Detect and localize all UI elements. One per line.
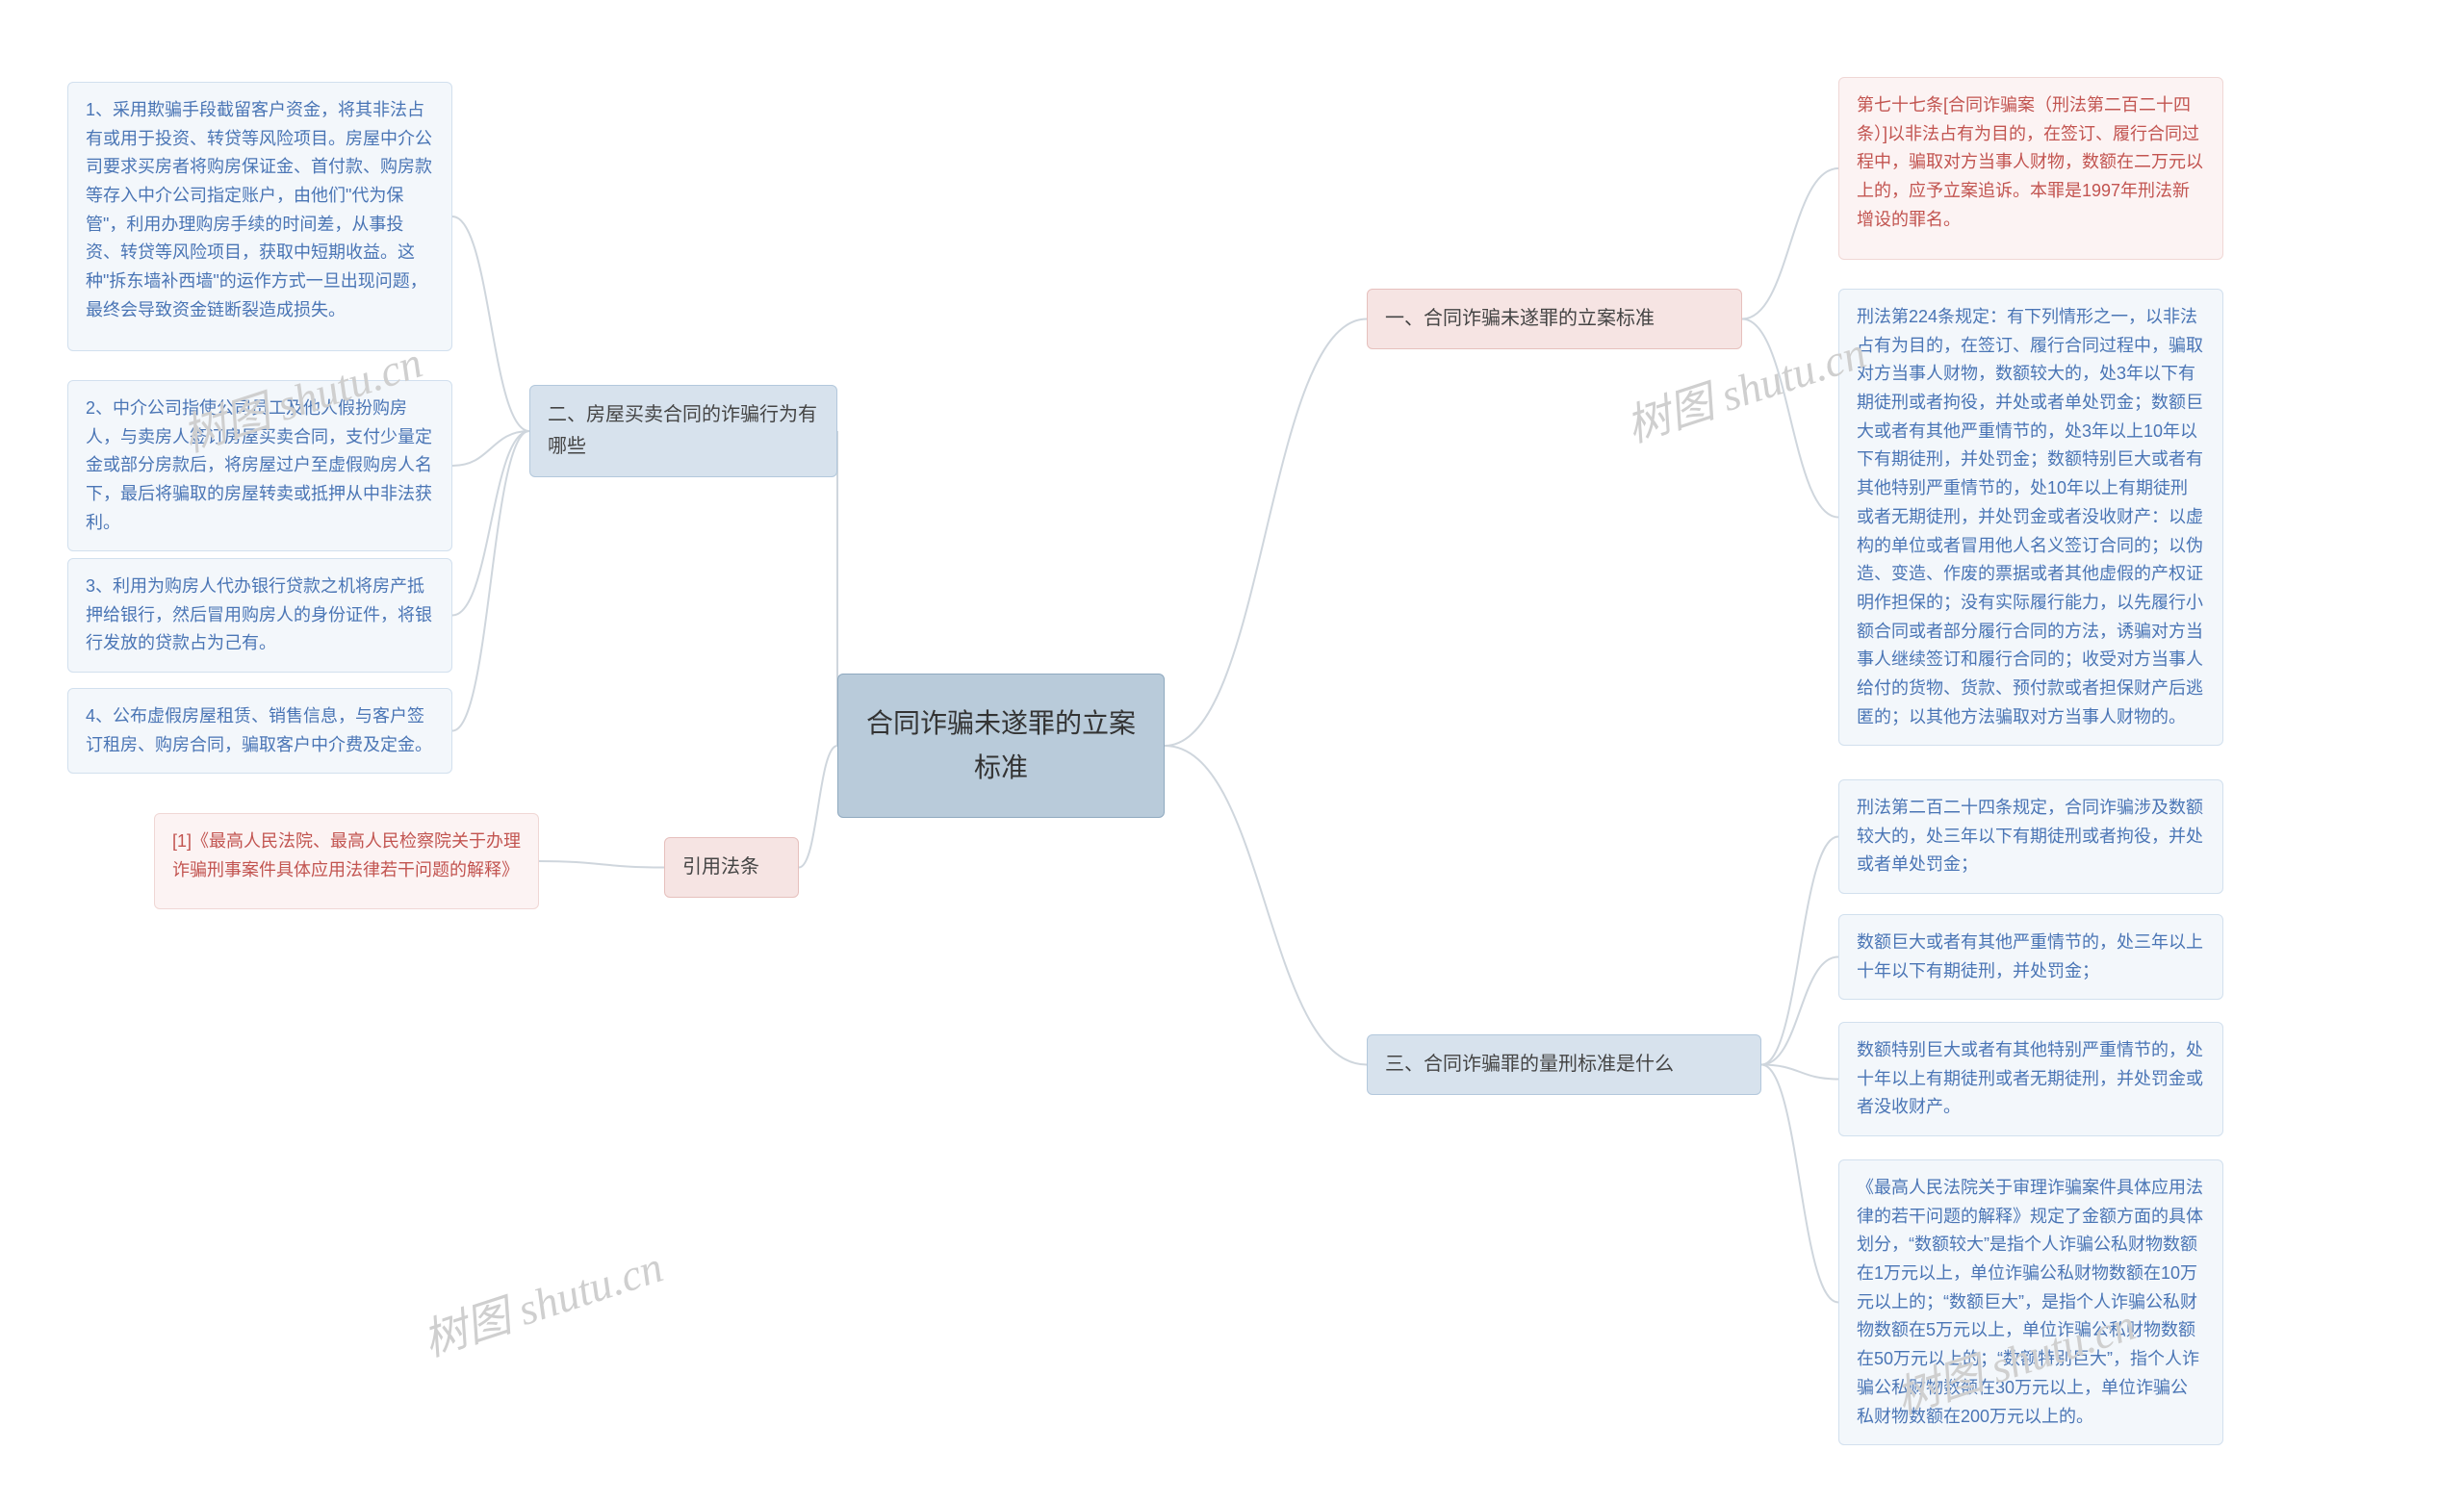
branch-liangxing-standard[interactable]: 三、合同诈骗罪的量刑标准是什么 <box>1367 1034 1761 1095</box>
watermark: 树图 shutu.cn <box>414 1232 670 1369</box>
leaf-r3c: 数额特别巨大或者有其他特别严重情节的，处十年以上有期徒刑或者无期徒刑，并处罚金或… <box>1838 1022 2223 1136</box>
leaf-r3d: 《最高人民法院关于审理诈骗案件具体应用法律的若干问题的解释》规定了金额方面的具体… <box>1838 1159 2223 1445</box>
leaf-l2d: 4、公布虚假房屋租赁、销售信息，与客户签订租房、购房合同，骗取客户中介费及定金。 <box>67 688 452 774</box>
leaf-r1a: 第七十七条[合同诈骗案（刑法第二百二十四条）]以非法占有为目的，在签订、履行合同… <box>1838 77 2223 260</box>
leaf-r3b: 数额巨大或者有其他严重情节的，处三年以上十年以下有期徒刑，并处罚金； <box>1838 914 2223 1000</box>
branch-fangwu-zhapian[interactable]: 二、房屋买卖合同的诈骗行为有哪些 <box>529 385 837 477</box>
leaf-r3a: 刑法第二百二十四条规定，合同诈骗涉及数额较大的，处三年以下有期徒刑或者拘役，并处… <box>1838 779 2223 894</box>
leaf-l2a: 1、采用欺骗手段截留客户资金，将其非法占有或用于投资、转贷等风险项目。房屋中介公… <box>67 82 452 351</box>
leaf-l2b: 2、中介公司指使公司员工及他人假扮购房人，与卖房人签订房屋买卖合同，支付少量定金… <box>67 380 452 551</box>
branch-liaan-standard[interactable]: 一、合同诈骗未遂罪的立案标准 <box>1367 289 1742 349</box>
leaf-lrefa: [1]《最高人民法院、最高人民检察院关于办理诈骗刑事案件具体应用法律若干问题的解… <box>154 813 539 909</box>
mindmap-canvas: 合同诈骗未遂罪的立案标准 一、合同诈骗未遂罪的立案标准 第七十七条[合同诈骗案（… <box>0 0 2464 1502</box>
leaf-r1b: 刑法第224条规定：有下列情形之一，以非法占有为目的，在签订、履行合同过程中，骗… <box>1838 289 2223 746</box>
leaf-l2c: 3、利用为购房人代办银行贷款之机将房产抵押给银行，然后冒用购房人的身份证件，将银… <box>67 558 452 673</box>
root-node[interactable]: 合同诈骗未遂罪的立案标准 <box>837 674 1165 818</box>
branch-yinyong-fatiao[interactable]: 引用法条 <box>664 837 799 898</box>
